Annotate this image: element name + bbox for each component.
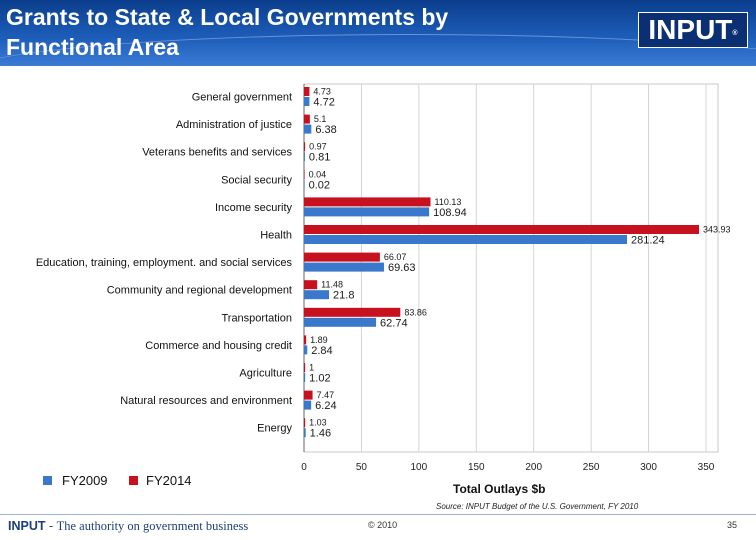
- bar-fy2014: [304, 418, 306, 428]
- bar-fy2009: [304, 345, 308, 355]
- legend-swatch-fy2014: [129, 476, 138, 485]
- data-label-fy2014: 83.86: [404, 307, 427, 317]
- data-label-fy2009: 69.63: [388, 262, 416, 274]
- logo-text: INPUT: [648, 14, 733, 45]
- data-label-fy2014: 66.07: [384, 252, 407, 262]
- category-label: Energy: [257, 423, 292, 435]
- header-swoosh: [0, 34, 756, 66]
- bar-fy2009: [304, 207, 430, 217]
- bar-fy2009: [304, 179, 305, 189]
- source-note: Source: INPUT Budget of the U.S. Governm…: [436, 502, 639, 511]
- x-tick-label: 350: [698, 462, 715, 473]
- legend-swatch-fy2009: [43, 476, 52, 485]
- footer-copyright: © 2010: [368, 520, 398, 530]
- logo-mark: ®: [732, 30, 738, 37]
- bar-fy2009: [304, 373, 306, 382]
- page-number: 35: [727, 520, 738, 530]
- bar-fy2009: [304, 317, 377, 327]
- x-tick-label: 100: [411, 462, 428, 473]
- category-label: Income security: [215, 202, 293, 214]
- bar-fy2014: [304, 335, 307, 345]
- data-label-fy2014: 1.89: [310, 335, 328, 345]
- x-tick-label: 250: [583, 462, 600, 473]
- page-title: Grants to State & Local Governments by F…: [6, 4, 449, 60]
- data-label-fy2014: 343.93: [703, 225, 731, 235]
- data-label-fy2009: 62.74: [380, 317, 408, 329]
- bar-fy2014: [304, 142, 306, 152]
- data-label-fy2014: 0.97: [309, 142, 327, 152]
- category-label: Health: [260, 230, 292, 242]
- bar-fy2009: [304, 262, 384, 272]
- data-label-fy2014: 110.13: [434, 197, 461, 207]
- data-label-fy2009: 4.72: [313, 97, 334, 109]
- bar-fy2009: [304, 124, 312, 134]
- data-label-fy2014: 0.04: [309, 169, 327, 179]
- data-label-fy2009: 1.46: [310, 428, 331, 440]
- category-label: Social security: [221, 174, 292, 186]
- data-label-fy2014: 4.73: [313, 87, 331, 97]
- category-label: Community and regional development: [107, 285, 292, 297]
- x-axis-title: Total Outlays $b: [453, 482, 545, 496]
- data-label-fy2014: 11.48: [321, 280, 343, 290]
- category-label: Education, training, employment. and soc…: [36, 257, 293, 269]
- bar-fy2009: [304, 290, 330, 300]
- category-label: Veterans benefits and services: [142, 147, 292, 159]
- legend-label-fy2009: FY2009: [62, 473, 108, 488]
- bar-fy2009: [304, 235, 628, 244]
- data-label-fy2014: 7.47: [317, 390, 335, 400]
- footer-tagline: The authority on government business: [56, 519, 249, 533]
- legend-label-fy2014: FY2014: [146, 473, 192, 488]
- data-label-fy2009: 1.02: [309, 373, 330, 385]
- data-label-fy2009: 2.84: [311, 345, 332, 357]
- bar-fy2014: [304, 114, 310, 124]
- bar-fy2009: [304, 400, 312, 410]
- x-tick-label: 300: [640, 462, 657, 473]
- input-logo: INPUT®: [638, 12, 748, 48]
- data-label-fy2009: 0.02: [309, 179, 330, 191]
- data-label-fy2014: 1.03: [309, 418, 327, 428]
- category-label: Agriculture: [239, 368, 292, 380]
- data-label-fy2014: 1: [309, 363, 314, 373]
- bar-fy2014: [304, 87, 310, 96]
- x-tick-label: 0: [301, 462, 307, 473]
- footer-brand-sep: -: [45, 519, 57, 533]
- category-label: General government: [192, 92, 292, 104]
- bar-fy2009: [304, 97, 310, 106]
- footer-brand-name: INPUT: [8, 519, 46, 533]
- data-label-fy2009: 108.94: [433, 207, 467, 219]
- bar-fy2014: [304, 363, 306, 372]
- x-tick-label: 50: [356, 462, 368, 473]
- bar-fy2009: [304, 428, 306, 438]
- bar-fy2014: [304, 225, 700, 234]
- footer-divider: [0, 514, 756, 515]
- data-label-fy2009: 21.8: [333, 290, 354, 302]
- bar-fy2014: [304, 390, 313, 400]
- data-label-fy2014: 5.1: [314, 114, 327, 124]
- bar-fy2014: [304, 307, 401, 317]
- category-label: Administration of justice: [176, 119, 292, 131]
- x-tick-label: 150: [468, 462, 485, 473]
- bar-fy2014: [304, 280, 318, 290]
- bar-fy2014: [304, 169, 305, 179]
- data-label-fy2009: 6.38: [315, 124, 336, 136]
- data-label-fy2009: 0.81: [309, 152, 330, 164]
- category-label: Natural resources and environment: [120, 395, 292, 407]
- bar-fy2014: [304, 197, 431, 207]
- bar-fy2009: [304, 152, 305, 162]
- x-tick-label: 200: [525, 462, 542, 473]
- data-label-fy2009: 6.24: [315, 400, 336, 412]
- data-label-fy2009: 281.24: [631, 235, 665, 247]
- grants-bar-chart: 0 50 100 150 200 250 300 350 General government 4…: [36, 83, 731, 496]
- category-label: Transportation: [221, 312, 292, 324]
- bar-fy2014: [304, 252, 380, 262]
- category-label: Commerce and housing credit: [145, 340, 292, 352]
- footer-brand: INPUT - The authority on government busi…: [8, 519, 248, 534]
- header-banner: Grants to State & Local Governments by F…: [0, 0, 756, 66]
